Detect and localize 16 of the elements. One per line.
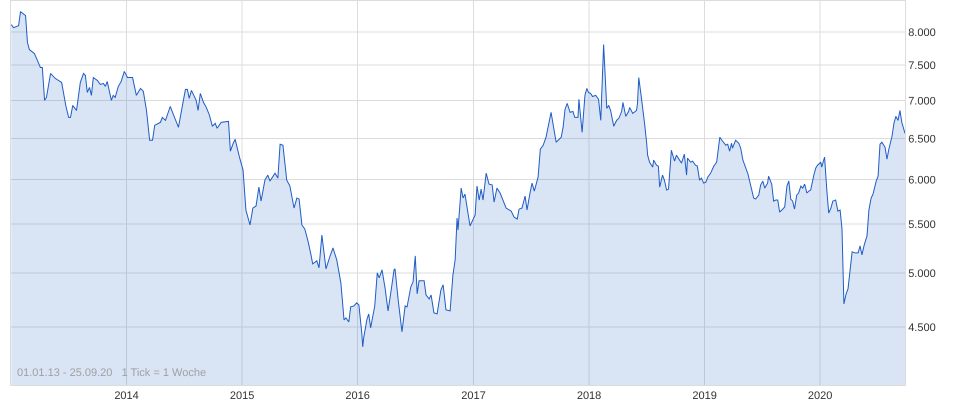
- x-tick-label: 2015: [230, 390, 254, 402]
- y-tick-label: 5.000: [908, 268, 936, 280]
- x-tick-label: 2020: [808, 390, 832, 402]
- annotation: 01.01.13 - 25.09.20 1 Tick = 1 Woche: [17, 367, 206, 379]
- x-tick-label: 2016: [345, 390, 370, 402]
- y-tick-label: 5.500: [908, 219, 936, 232]
- x-tick-label: 2018: [576, 390, 602, 402]
- y-tick-label: 8.000: [908, 26, 936, 39]
- x-tick-label: 2019: [692, 390, 717, 402]
- y-tick-label: 4.500: [908, 322, 936, 334]
- x-tick-label: 2014: [114, 390, 139, 402]
- y-tick-label: 7.000: [908, 95, 936, 108]
- y-tick-label: 7.500: [908, 60, 936, 72]
- x-tick-label: 2017: [461, 390, 486, 402]
- y-tick-label: 6.000: [908, 174, 936, 186]
- y-tick-label: 6.500: [908, 133, 936, 146]
